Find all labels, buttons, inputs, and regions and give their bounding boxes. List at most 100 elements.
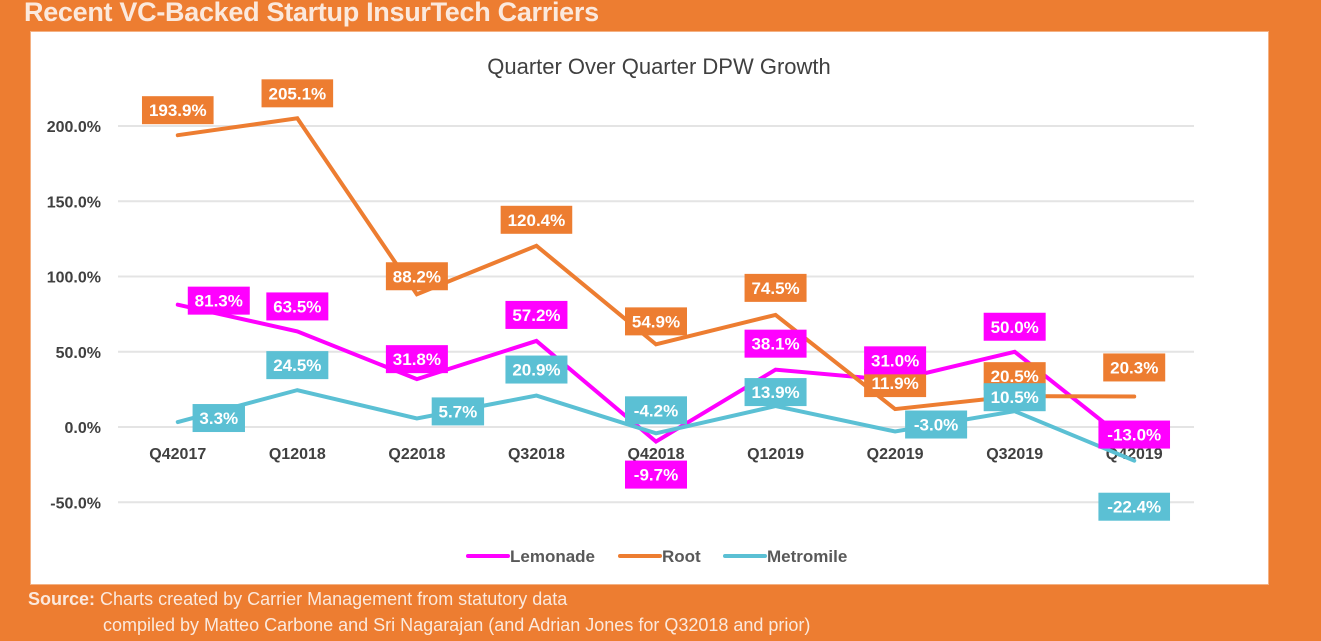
data-label-root: 54.9%: [625, 307, 687, 336]
data-label-box: [1103, 353, 1166, 382]
data-label-box: [744, 273, 807, 302]
data-label-lemonade: 50.0%: [983, 312, 1046, 341]
x-tick-label: Q42018: [628, 446, 685, 463]
data-label-box: [1098, 420, 1171, 449]
data-label-text: 81.3%: [195, 292, 243, 311]
data-label-lemonade: -9.7%: [625, 460, 687, 489]
data-label-lemonade: 31.8%: [385, 345, 448, 374]
source-label: Source:: [28, 589, 96, 609]
data-label-text: -3.0%: [914, 416, 958, 435]
data-label-box: [625, 460, 687, 489]
data-label-box: [625, 307, 687, 336]
data-label-text: -9.7%: [634, 466, 678, 485]
data-label-box: [983, 312, 1046, 341]
y-tick-label: 200.0%: [47, 119, 101, 136]
data-label-metromile: 24.5%: [266, 351, 329, 380]
data-label-text: 20.5%: [991, 367, 1039, 386]
legend-label: Root: [662, 547, 701, 566]
x-tick-label: Q42017: [149, 446, 206, 463]
data-label-metromile: -3.0%: [905, 410, 968, 439]
data-label-root: 193.9%: [141, 96, 214, 125]
legend-item-root: Root: [618, 547, 701, 566]
data-label-box: [500, 205, 573, 234]
data-label-lemonade: 57.2%: [505, 300, 568, 329]
data-label-text: 38.1%: [751, 335, 799, 354]
data-label-text: 3.3%: [199, 409, 238, 428]
data-label-text: 57.2%: [512, 306, 560, 325]
data-labels: 193.9% 205.1% 88.2% 120.4% 54.9% 74.5% 11.9% 20…: [141, 79, 1171, 521]
data-label-metromile: -4.2%: [625, 396, 687, 425]
data-label-text: -4.2%: [634, 401, 678, 420]
data-label-box: [385, 262, 448, 291]
data-label-text: 88.2%: [393, 267, 441, 286]
y-tick-label: -50.0%: [50, 495, 101, 512]
data-label-text: 205.1%: [268, 84, 326, 103]
data-label-lemonade: 63.5%: [266, 292, 329, 321]
series-line-metromile: [175, 388, 1137, 463]
line-chart: Quarter Over Quarter DPW Growth -50.0% 0.…: [47, 54, 1194, 566]
x-tick-label: Q42019: [1106, 446, 1163, 463]
chart-title: Quarter Over Quarter DPW Growth: [487, 54, 831, 79]
data-label-text: 63.5%: [273, 297, 321, 316]
x-tick-label: Q32019: [986, 446, 1043, 463]
data-label-text: -22.4%: [1107, 498, 1161, 517]
x-tick-label: Q32018: [508, 446, 565, 463]
series-lines: [175, 116, 1137, 463]
data-label-text: 10.5%: [991, 388, 1039, 407]
y-axis-ticks: -50.0% 0.0% 50.0% 100.0% 150.0% 200.0%: [47, 119, 101, 512]
data-label-text: 31.0%: [871, 351, 919, 370]
data-label-text: 31.8%: [393, 350, 441, 369]
data-label-text: 5.7%: [439, 402, 478, 421]
data-label-root: 74.5%: [744, 273, 807, 302]
data-label-metromile: -22.4%: [1098, 492, 1171, 521]
data-label-box: [266, 292, 329, 321]
data-label-root: 88.2%: [385, 262, 448, 291]
legend-item-metromile: Metromile: [723, 547, 847, 566]
source-line-2: compiled by Matteo Carbone and Sri Nagar…: [103, 615, 811, 635]
data-label-metromile: 10.5%: [983, 383, 1046, 412]
data-label-text: 24.5%: [273, 356, 321, 375]
legend-label: Metromile: [767, 547, 847, 566]
data-label-lemonade: 38.1%: [744, 329, 807, 358]
x-tick-label: Q12019: [747, 446, 804, 463]
data-label-box: [385, 345, 448, 374]
x-tick-label: Q22019: [867, 446, 924, 463]
source-line-1: Charts created by Carrier Management fro…: [100, 589, 568, 609]
data-label-box: [905, 410, 968, 439]
data-label-box: [261, 79, 334, 108]
data-label-text: 50.0%: [991, 318, 1039, 337]
data-label-metromile: 5.7%: [431, 397, 485, 426]
source-note: Source: Charts created by Carrier Manage…: [28, 586, 810, 638]
y-tick-label: 150.0%: [47, 194, 101, 211]
data-label-text: 54.9%: [632, 312, 680, 331]
series-line-lemonade: [175, 302, 1137, 449]
data-label-text: 20.9%: [512, 361, 560, 380]
data-label-text: 11.9%: [871, 374, 918, 393]
y-tick-label: 100.0%: [47, 270, 101, 287]
data-label-box: [744, 329, 807, 358]
data-label-box: [266, 351, 329, 380]
data-label-metromile: 3.3%: [192, 404, 245, 433]
x-tick-label: Q12018: [269, 446, 326, 463]
chart-panel: Quarter Over Quarter DPW Growth -50.0% 0.…: [30, 31, 1269, 585]
data-label-box: [864, 346, 927, 375]
legend-item-lemonade: Lemonade: [466, 547, 595, 566]
data-label-text: 13.9%: [751, 383, 799, 402]
data-label-box: [983, 383, 1046, 412]
data-label-box: [625, 396, 687, 425]
data-label-box: [141, 96, 214, 125]
data-label-box: [431, 397, 485, 426]
data-label-box: [187, 286, 250, 315]
data-label-text: 120.4%: [508, 211, 566, 230]
data-label-box: [1098, 492, 1171, 521]
data-label-lemonade: 81.3%: [187, 286, 250, 315]
data-label-text: 20.3%: [1110, 358, 1158, 377]
data-label-metromile: 13.9%: [744, 378, 807, 407]
data-label-root: 120.4%: [500, 205, 573, 234]
data-label-box: [192, 404, 245, 433]
data-label-root: 20.3%: [1103, 353, 1166, 382]
data-label-lemonade: -13.0%: [1098, 420, 1171, 449]
data-label-root: 205.1%: [261, 79, 334, 108]
data-label-text: 74.5%: [751, 279, 799, 298]
data-label-metromile: 20.9%: [505, 355, 568, 384]
